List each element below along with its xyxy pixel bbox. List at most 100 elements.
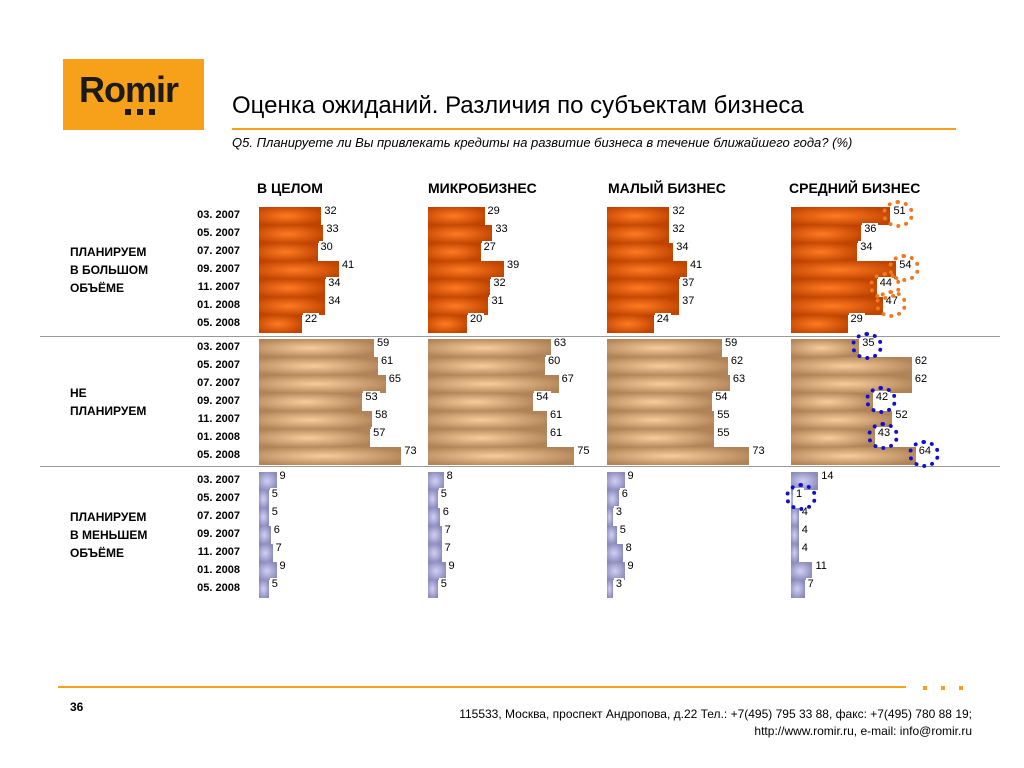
bar [607,447,750,465]
date-label: 11. 2007 [197,413,240,425]
bar [259,207,322,225]
highlight-circle [851,332,884,360]
bar [607,544,623,562]
bar [259,447,402,465]
date-label: 01. 2008 [197,431,240,443]
bar [428,580,438,598]
bar [791,544,799,562]
bar [428,490,438,508]
value-label: 60 [546,355,563,367]
highlight-circle [888,254,921,282]
bar [791,411,893,429]
value-label: 6 [271,524,282,536]
bar [259,526,271,544]
date-label: 07. 2007 [197,510,240,522]
value-label: 32 [322,205,339,217]
bar [259,339,375,357]
bar [428,472,444,490]
bar [791,225,862,243]
value-label: 62 [912,373,930,385]
value-label: 3 [613,506,624,518]
bar [259,472,277,490]
value-label: 6 [440,506,451,518]
bar [607,375,730,393]
bar [791,526,799,544]
value-label: 34 [858,241,875,253]
column-header: МАЛЫЙ БИЗНЕС [608,180,726,196]
date-label: 03. 2007 [197,341,240,353]
group-label-line: ОБЪЁМЕ [70,546,124,560]
value-label: 34 [326,277,343,289]
value-label: 14 [819,470,836,482]
group-label-line: ПЛАНИРУЕМ [70,404,147,418]
bar [791,339,860,357]
value-label: 29 [485,205,502,217]
bar [428,339,551,357]
value-label: 59 [375,337,392,349]
bar [259,357,378,375]
value-label: 20 [468,313,485,325]
question-subtitle: Q5. Планируете ли Вы привлекать кредиты … [232,135,853,150]
value-label: 75 [575,445,592,457]
bar [259,261,339,279]
value-label: 30 [318,241,335,253]
bar [791,315,848,333]
bar [259,411,373,429]
bar [428,243,481,261]
bar [791,447,916,465]
value-label: 5 [438,488,449,500]
highlight-circle [864,386,897,414]
value-label: 9 [277,470,288,482]
group-label-line: НЕ [70,386,87,400]
bar [791,508,799,526]
value-label: 7 [805,578,816,590]
date-label: 05. 2008 [197,317,240,329]
value-label: 27 [481,241,498,253]
bar [428,279,491,297]
value-label: 31 [489,295,506,307]
bar [428,225,493,243]
bar [607,357,728,375]
date-label: 09. 2007 [197,263,240,275]
bar [607,490,619,508]
bar [607,472,625,490]
date-label: 09. 2007 [197,528,240,540]
group-label-line: ПЛАНИРУЕМ [70,510,147,524]
value-label: 34 [326,295,343,307]
value-label: 53 [363,391,380,403]
bar [791,393,873,411]
value-label: 59 [723,337,740,349]
bar [791,429,875,447]
value-label: 55 [715,409,732,421]
date-label: 09. 2007 [197,395,240,407]
value-label: 61 [378,355,396,367]
value-label: 8 [444,470,455,482]
value-label: 62 [912,355,930,367]
group-label: ПЛАНИРУЕМ В МЕНЬШЕМ ОБЪЁМЕ [70,508,147,562]
bar [607,261,687,279]
bar [791,207,891,225]
bar [607,315,654,333]
value-label: 33 [493,223,510,235]
value-label: 4 [799,506,810,518]
bar [791,243,858,261]
value-label: 7 [273,542,284,554]
bar [791,297,883,315]
column-header: СРЕДНИЙ БИЗНЕС [789,180,921,196]
value-label: 61 [547,427,565,439]
bar [259,225,324,243]
bar [607,411,715,429]
bar [259,243,318,261]
value-label: 33 [324,223,341,235]
group-separator [40,466,1000,467]
value-label: 7 [442,542,453,554]
value-label: 9 [277,560,288,572]
date-label: 01. 2008 [197,299,240,311]
bar [428,357,545,375]
highlight-circle [866,422,899,450]
value-label: 29 [848,313,865,325]
bar [791,562,813,580]
value-label: 73 [750,445,767,457]
value-label: 24 [654,313,672,325]
value-label: 5 [269,506,280,518]
